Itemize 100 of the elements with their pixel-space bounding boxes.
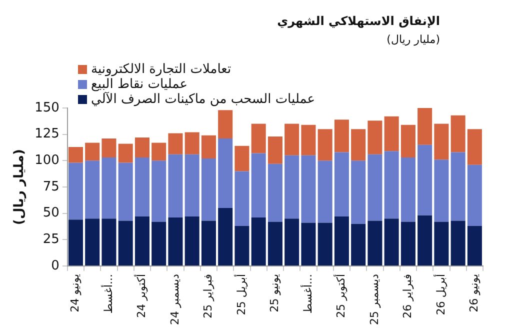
bar	[85, 142, 100, 161]
bar	[351, 160, 366, 224]
bar	[351, 224, 366, 266]
x-tick-label: أكتوبر 25	[334, 274, 348, 318]
bar	[434, 160, 449, 222]
bar	[284, 218, 300, 266]
bar	[450, 152, 466, 221]
x-tick-label: أغسط...	[100, 274, 115, 314]
bar	[434, 124, 449, 160]
x-tick-label: فبراير 26	[401, 274, 414, 318]
bar	[284, 155, 300, 219]
bar	[384, 116, 399, 152]
bar	[201, 220, 216, 266]
bar	[134, 137, 150, 158]
bar	[318, 222, 332, 266]
x-tick-label: أغسط...	[300, 274, 314, 314]
bar	[102, 218, 116, 266]
legend-label: عمليات السحب من ماكينات الصرف الآلي	[91, 92, 316, 107]
y-tick-label: 75	[42, 179, 60, 194]
bar	[268, 136, 282, 164]
bar	[118, 144, 133, 163]
bar	[251, 153, 266, 218]
chart-title: الإنفاق الاستهلاكي الشهري	[277, 14, 440, 28]
x-tick-label: ديسمبر 25	[368, 274, 381, 326]
bar	[134, 216, 150, 266]
x-tick-label: يونيو 24	[68, 274, 82, 312]
bar	[68, 146, 83, 163]
x-tick-label: ديسمبر 24	[168, 274, 182, 326]
bar	[318, 160, 332, 223]
y-axis-title: (مليار ريال)	[12, 148, 28, 225]
bar	[184, 132, 200, 154]
bar	[400, 158, 416, 222]
bar	[134, 158, 150, 216]
bar	[318, 129, 332, 161]
bar	[368, 120, 382, 154]
bar	[201, 158, 216, 221]
y-tick-label: 150	[34, 100, 60, 116]
bar	[334, 152, 349, 216]
bar	[118, 162, 133, 221]
bar	[384, 218, 399, 266]
bar	[351, 129, 366, 161]
x-tick-label: يونيو 26	[468, 274, 481, 312]
y-tick-label: 125	[34, 126, 60, 142]
bar	[384, 151, 399, 219]
bar	[467, 226, 482, 266]
bar	[68, 220, 83, 266]
bar	[268, 222, 282, 266]
bar	[168, 218, 183, 266]
bar	[268, 164, 282, 222]
bar	[168, 154, 183, 218]
x-tick-label: أبريل 25	[234, 274, 248, 316]
bar	[201, 135, 216, 159]
bar	[218, 208, 233, 266]
bar	[284, 124, 300, 156]
bar	[168, 133, 183, 154]
bar	[418, 108, 432, 145]
bar	[218, 138, 233, 208]
bar	[434, 222, 449, 266]
bar	[184, 154, 200, 216]
bar	[152, 160, 166, 222]
x-tick-label: أبريل 26	[433, 274, 448, 316]
bar	[251, 124, 266, 154]
bar	[418, 144, 432, 216]
x-tick-label: أكتوبر 24	[134, 274, 148, 318]
legend-label: تعاملات التجارة الالكترونية	[91, 62, 232, 77]
bar	[418, 215, 432, 266]
bar	[368, 154, 382, 221]
legend-label: عمليات نقاط البيع	[91, 77, 188, 92]
bar	[218, 110, 233, 139]
x-tick-label: يونيو 25	[268, 274, 282, 312]
bar	[334, 216, 349, 266]
bar	[85, 160, 100, 219]
bar	[467, 129, 482, 165]
bar	[184, 216, 200, 266]
bar	[467, 164, 482, 226]
bar	[301, 155, 316, 223]
y-tick-label: 25	[42, 232, 60, 248]
bar	[368, 220, 382, 266]
bar	[400, 124, 416, 158]
bar	[118, 220, 133, 266]
bar	[301, 222, 316, 266]
y-tick-label: 50	[42, 206, 60, 221]
bar	[85, 218, 100, 266]
bar	[102, 158, 116, 219]
bar	[234, 146, 250, 172]
bar	[68, 162, 83, 220]
bar	[301, 124, 316, 156]
bar	[251, 218, 266, 266]
bar	[152, 142, 166, 161]
chart-subtitle: (مليار ريال)	[386, 33, 440, 46]
y-tick-label: 0	[51, 258, 60, 274]
x-tick-label: فبراير 25	[202, 274, 215, 318]
bar	[234, 171, 250, 226]
bar	[400, 222, 416, 266]
bar	[334, 120, 349, 152]
bar	[450, 115, 466, 152]
bar	[152, 222, 166, 266]
bar	[450, 220, 466, 266]
bar	[102, 138, 116, 158]
y-tick-label: 100	[34, 153, 60, 168]
